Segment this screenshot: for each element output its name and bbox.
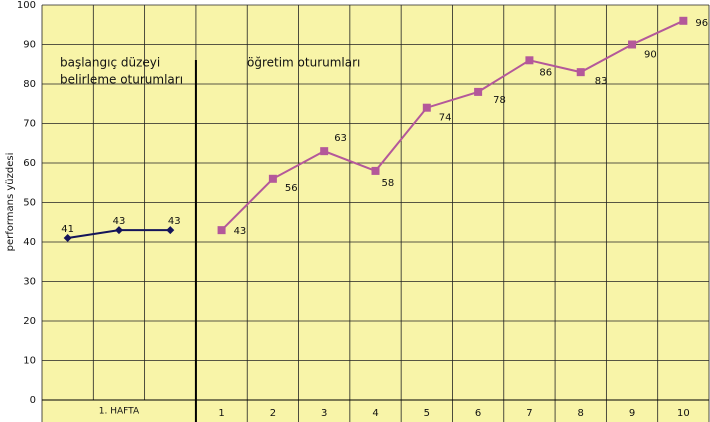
marker — [576, 68, 585, 77]
phase-label: öğretim oturumları — [247, 56, 360, 70]
data-label: 43 — [234, 226, 247, 237]
data-label: 96 — [695, 18, 708, 29]
data-label: 58 — [382, 178, 395, 189]
data-label: 90 — [644, 50, 657, 61]
series-line — [220, 19, 684, 231]
y-tick-label: 60 — [23, 158, 36, 169]
marker — [422, 103, 431, 112]
y-tick-label: 100 — [17, 0, 36, 11]
x-tick-label: 6 — [475, 408, 481, 419]
x-tick-label: 8 — [578, 408, 584, 419]
phase-label: belirleme oturumları — [60, 73, 183, 87]
y-tick-label: 90 — [23, 40, 36, 51]
data-label: 56 — [285, 183, 298, 194]
x-tick-label: 5 — [424, 408, 430, 419]
data-label: 83 — [595, 76, 608, 87]
x-tick-label: 4 — [372, 408, 378, 419]
y-tick-label: 10 — [23, 356, 36, 367]
marker — [474, 87, 483, 96]
marker — [268, 174, 277, 183]
marker — [63, 234, 72, 243]
data-label: 74 — [439, 113, 452, 124]
marker — [217, 226, 226, 235]
marker — [371, 166, 380, 175]
x-tick-label: 9 — [629, 408, 635, 419]
data-label: 86 — [539, 67, 552, 78]
marker — [114, 226, 123, 235]
y-tick-label: 40 — [23, 237, 36, 248]
x-tick-label: 3 — [321, 408, 327, 419]
data-label: 78 — [493, 95, 506, 106]
y-tick-label: 50 — [23, 198, 36, 209]
y-tick-label: 0 — [30, 395, 36, 406]
y-tick-label: 30 — [23, 277, 36, 288]
marker — [679, 16, 688, 25]
data-label: 41 — [61, 224, 74, 235]
plot-background — [42, 5, 709, 422]
phase-label: başlangıç düzeyi — [60, 56, 160, 70]
marker — [525, 56, 534, 65]
x-tick-label: 10 — [677, 408, 690, 419]
y-axis-title: performans yüzdesi — [5, 153, 16, 252]
y-tick-label: 20 — [23, 316, 36, 327]
x-tick-label: 2 — [270, 408, 276, 419]
data-label: 43 — [113, 216, 126, 227]
y-tick-label: 80 — [23, 79, 36, 90]
marker — [628, 40, 637, 49]
y-tick-label: 70 — [23, 119, 36, 130]
x-tick-label: 7 — [526, 408, 532, 419]
x-tick-label: 1 — [218, 408, 224, 419]
marker — [166, 226, 175, 235]
marker — [320, 147, 329, 156]
group-label: 1. HAFTA — [99, 407, 140, 417]
data-label: 63 — [334, 133, 347, 144]
data-label: 43 — [168, 216, 181, 227]
